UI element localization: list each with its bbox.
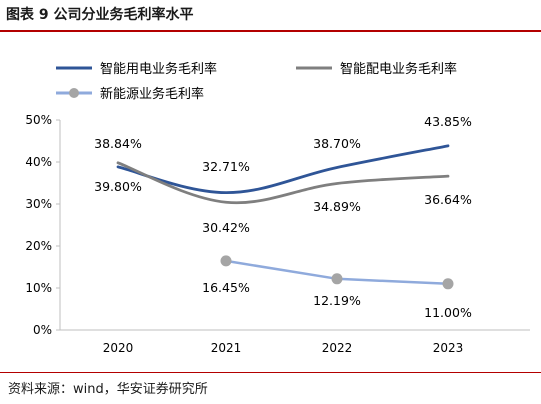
- source-note: 资料来源：wind，华安证券研究所: [8, 382, 208, 397]
- x-tick-label: 2023: [433, 341, 464, 355]
- figure-title: 图表 9 公司分业务毛利率水平: [6, 7, 194, 23]
- x-tick-label: 2022: [322, 341, 353, 355]
- bottom-rule: [0, 372, 541, 373]
- data-label: 11.00%: [424, 305, 472, 320]
- y-tick-label: 10%: [25, 281, 52, 295]
- series-point-2: [442, 278, 454, 290]
- series-point-2: [220, 255, 232, 267]
- data-label: 38.84%: [94, 136, 142, 151]
- chart-axes: 0% 10% 20% 30% 40% 50% 2020 2021 2022 2023: [25, 113, 530, 355]
- data-label: 43.85%: [424, 114, 472, 129]
- data-label: 30.42%: [202, 220, 250, 235]
- legend-label-0: 智能用电业务毛利率: [100, 61, 217, 77]
- series-point-2: [331, 273, 343, 285]
- y-tick-label: 0%: [33, 323, 52, 337]
- data-label: 36.64%: [424, 192, 472, 207]
- y-tick-label: 40%: [25, 155, 52, 169]
- y-tick-label: 30%: [25, 197, 52, 211]
- data-label: 39.80%: [94, 179, 142, 194]
- series-line-1: [116, 161, 450, 205]
- data-label: 16.45%: [202, 280, 250, 295]
- y-tick-label: 50%: [25, 113, 52, 127]
- series-line-0: [116, 144, 450, 195]
- legend-label-2: 新能源业务毛利率: [100, 86, 204, 102]
- x-tick-label: 2020: [103, 341, 134, 355]
- data-label: 32.71%: [202, 159, 250, 174]
- data-label: 34.89%: [313, 199, 361, 214]
- data-label: 12.19%: [313, 293, 361, 308]
- data-labels: 38.84% 32.71% 38.70% 43.85% 39.80% 30.42% 34.8…: [94, 114, 472, 320]
- data-label: 38.70%: [313, 136, 361, 151]
- legend-marker-2: [69, 88, 79, 98]
- top-rule: [0, 30, 541, 32]
- x-tick-label: 2021: [211, 341, 242, 355]
- y-tick-label: 20%: [25, 239, 52, 253]
- legend-label-1: 智能配电业务毛利率: [340, 61, 457, 77]
- chart-series: [116, 144, 454, 290]
